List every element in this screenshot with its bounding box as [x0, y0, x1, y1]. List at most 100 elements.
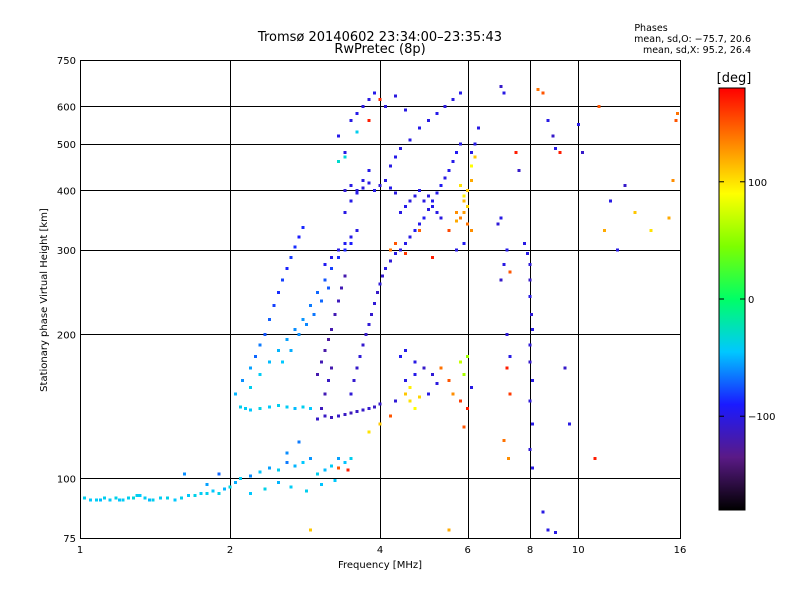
echo-point [508, 392, 512, 396]
echo-point [367, 181, 371, 185]
echo-point [394, 94, 398, 98]
echo-point [531, 466, 535, 470]
echo-point [378, 402, 382, 406]
x-tick-label: 10 [572, 545, 585, 556]
y-tick-label: 750 [57, 56, 76, 67]
echo-point [413, 406, 417, 410]
echo-point [404, 379, 407, 383]
echo-point [439, 183, 443, 187]
echo-point [413, 228, 417, 232]
echo-point [268, 405, 271, 409]
echo-point [528, 263, 532, 266]
echo-point [443, 104, 447, 108]
echo-point [355, 130, 359, 134]
echo-point [285, 451, 289, 455]
echo-point [462, 241, 466, 245]
x-tick-label: 8 [527, 545, 533, 556]
echo-point [239, 476, 243, 480]
echo-point [528, 447, 532, 451]
echo-point [333, 313, 337, 317]
echo-point [426, 392, 430, 396]
echo-point [268, 466, 271, 470]
echo-point [435, 191, 439, 195]
echo-point [323, 263, 327, 266]
echo-point [469, 151, 473, 155]
echo-point [408, 385, 412, 389]
echo-point [343, 241, 347, 245]
echo-point [458, 360, 462, 364]
echo-point [361, 104, 365, 108]
echo-point [389, 248, 393, 252]
echo-point [528, 278, 532, 282]
echo-point [355, 189, 359, 192]
echo-point [323, 468, 327, 472]
echo-point [285, 338, 289, 342]
echo-point [593, 457, 597, 460]
echo-point [99, 498, 103, 502]
echo-point [358, 354, 362, 358]
echo-point [285, 266, 289, 270]
echo-point [422, 366, 426, 370]
echo-point [496, 222, 500, 226]
echo-point [308, 303, 312, 307]
echo-point [330, 255, 334, 259]
echo-point [418, 395, 421, 399]
echo-point [297, 332, 301, 336]
echo-point [293, 245, 297, 249]
colorbar-ticks: 100 0 −100 [719, 178, 775, 423]
echo-point [336, 466, 340, 470]
x-tick-label: 6 [465, 545, 471, 556]
echo-point [531, 327, 535, 331]
echo-point [439, 216, 443, 220]
echo-point [528, 399, 532, 403]
echo-point [301, 225, 305, 229]
echo-point [378, 422, 382, 426]
echo-point [426, 119, 430, 123]
echo-point [258, 372, 262, 376]
echo-point [233, 481, 237, 484]
echo-point [276, 481, 280, 484]
echo-point [349, 457, 353, 460]
y-tick-label: 500 [57, 140, 76, 151]
echo-point [336, 299, 340, 303]
echo-point [426, 194, 430, 198]
echo-point [551, 134, 555, 138]
echo-point [451, 98, 455, 101]
echo-point [239, 405, 243, 409]
echo-point [361, 343, 365, 347]
echo-point [458, 216, 462, 220]
echo-point [249, 385, 253, 389]
colorbar-tick-label: −100 [748, 412, 775, 423]
echo-point [343, 460, 347, 464]
echo-point [431, 199, 435, 203]
echo-point [373, 302, 376, 306]
echo-point [326, 286, 330, 290]
echo-point [373, 189, 376, 192]
echo-point [389, 259, 393, 263]
echo-point [316, 290, 320, 294]
echo-point [308, 406, 312, 410]
x-tick-label: 16 [674, 545, 687, 556]
echo-point [375, 290, 379, 294]
echo-point [633, 210, 637, 214]
echo-point [305, 322, 309, 326]
echo-point [249, 474, 253, 478]
echo-point [249, 491, 253, 495]
x-axis-label: Frequency [MHz] [338, 560, 422, 571]
echo-point [301, 405, 305, 409]
echo-point [508, 270, 512, 274]
echo-point [431, 205, 435, 209]
echo-point [413, 194, 417, 198]
echo-point [289, 349, 293, 353]
echo-point [316, 417, 320, 421]
echo-point [378, 98, 382, 101]
echo-point [466, 189, 470, 192]
echo-point [466, 354, 470, 358]
x-tick-label: 2 [227, 545, 233, 556]
echo-point [186, 494, 190, 498]
echo-point [418, 126, 421, 130]
echo-point [343, 248, 347, 252]
echo-point [361, 408, 365, 412]
echo-point [355, 111, 359, 115]
echo-point [349, 119, 353, 123]
